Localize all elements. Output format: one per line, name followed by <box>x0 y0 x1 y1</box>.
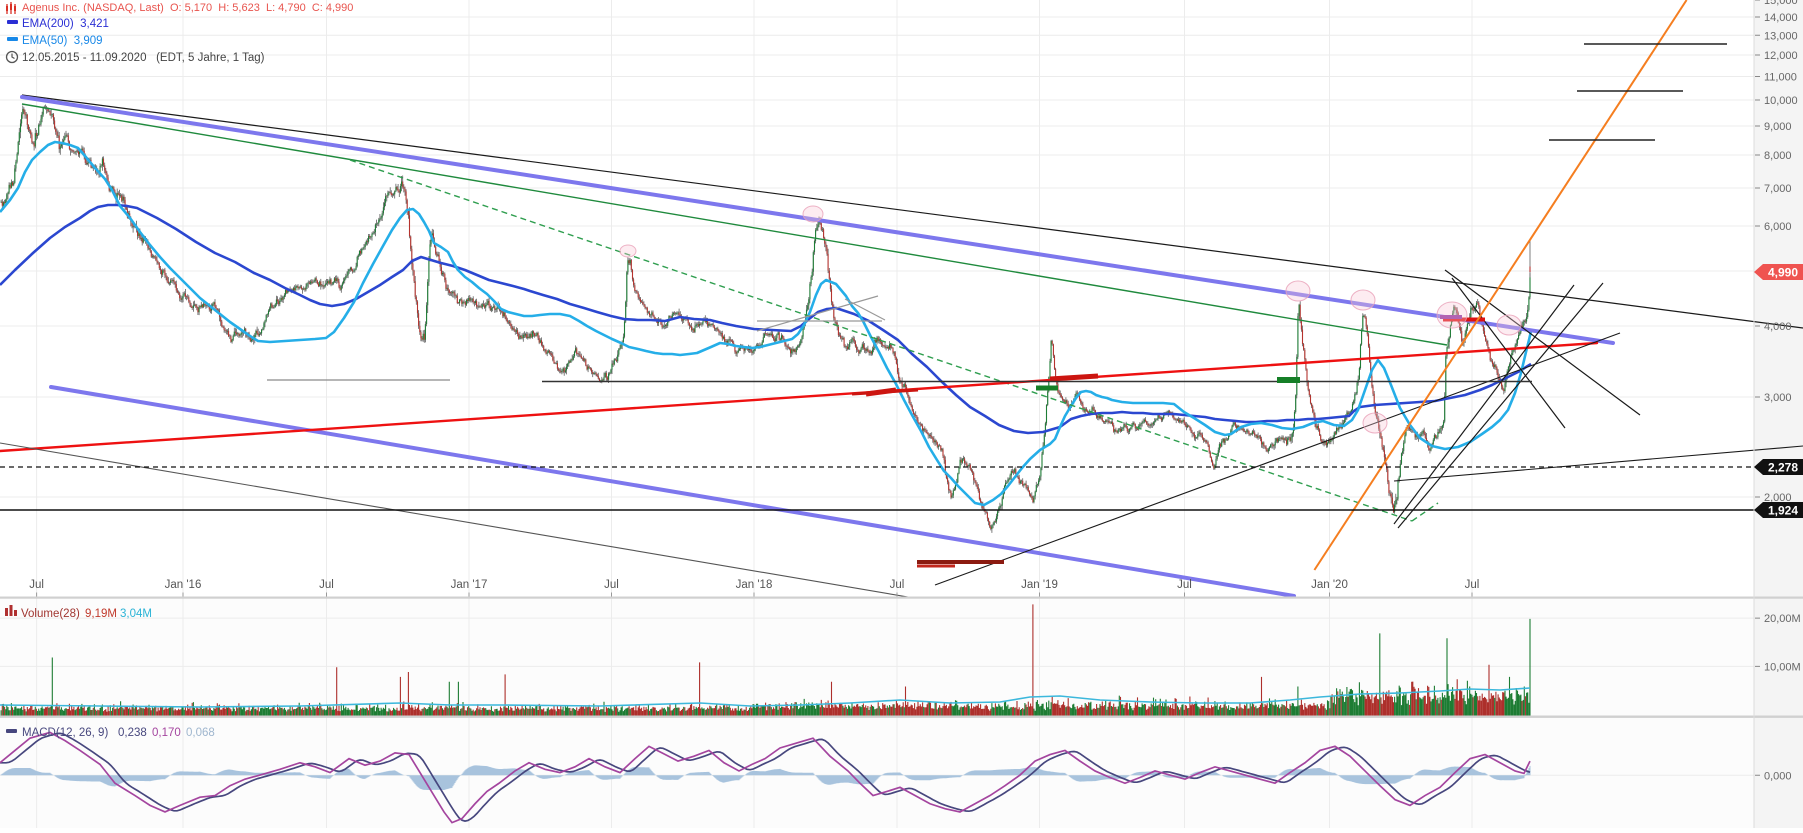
svg-text:0,000: 0,000 <box>1764 770 1792 782</box>
svg-text:MACD(12, 26, 9): MACD(12, 26, 9) <box>22 727 108 739</box>
svg-text:9,000: 9,000 <box>1764 121 1792 133</box>
svg-text:0,170: 0,170 <box>152 727 181 739</box>
svg-text:Jan '19: Jan '19 <box>1021 579 1058 591</box>
svg-text:10,00M: 10,00M <box>1764 661 1801 673</box>
svg-text:Jan '17: Jan '17 <box>451 579 488 591</box>
svg-text:4,990: 4,990 <box>1768 266 1798 280</box>
svg-text:0,068: 0,068 <box>186 727 215 739</box>
svg-text:Jul: Jul <box>604 579 619 591</box>
svg-text:11,000: 11,000 <box>1764 71 1797 83</box>
svg-text:Agenus Inc. (NASDAQ, Last) O:: Agenus Inc. (NASDAQ, Last) O: 5,170 H: 5… <box>22 2 353 14</box>
svg-text:2,278: 2,278 <box>1768 461 1798 475</box>
svg-text:Volume(28): Volume(28) <box>21 608 80 620</box>
svg-text:Jul: Jul <box>1465 579 1480 591</box>
svg-text:12.05.2015 - 11.09.2020 (EDT: 12.05.2015 - 11.09.2020 (EDT, 5 Jahre, 1… <box>22 52 265 64</box>
svg-text:12,000: 12,000 <box>1764 50 1798 62</box>
svg-text:Jul: Jul <box>1177 579 1192 591</box>
svg-text:Jul: Jul <box>29 579 44 591</box>
svg-text:4,000: 4,000 <box>1764 321 1792 333</box>
svg-text:Jan '20: Jan '20 <box>1311 579 1348 591</box>
svg-text:Jul: Jul <box>890 579 905 591</box>
svg-text:8,000: 8,000 <box>1764 150 1792 162</box>
svg-text:20,00M: 20,00M <box>1764 613 1801 625</box>
svg-text:EMA(50) 3,909: EMA(50) 3,909 <box>22 35 103 47</box>
svg-text:1,924: 1,924 <box>1768 504 1798 518</box>
svg-text:Jan '18: Jan '18 <box>736 579 773 591</box>
svg-text:Jul: Jul <box>319 579 334 591</box>
svg-text:2,000: 2,000 <box>1764 492 1792 504</box>
svg-text:6,000: 6,000 <box>1764 221 1792 233</box>
svg-text:7,000: 7,000 <box>1764 183 1792 195</box>
svg-text:Jan '16: Jan '16 <box>165 579 202 591</box>
svg-text:13,000: 13,000 <box>1764 30 1798 42</box>
svg-text:3,04M: 3,04M <box>120 608 152 620</box>
svg-text:EMA(200) 3,421: EMA(200) 3,421 <box>22 18 109 30</box>
svg-text:14,000: 14,000 <box>1764 12 1798 24</box>
svg-text:9,19M: 9,19M <box>85 608 117 620</box>
svg-text:10,000: 10,000 <box>1764 95 1798 107</box>
svg-text:0,238: 0,238 <box>118 727 147 739</box>
svg-text:3,000: 3,000 <box>1764 392 1792 404</box>
svg-text:15,000: 15,000 <box>1764 0 1798 7</box>
